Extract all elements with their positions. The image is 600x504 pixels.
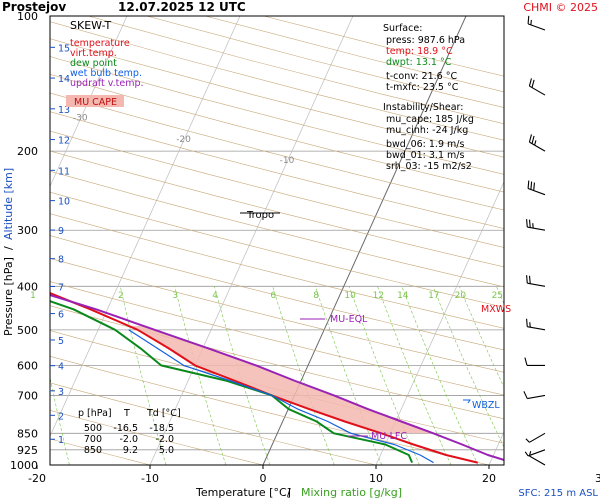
- mu-cinh-value: mu_cinh: -24 J/kg: [386, 125, 468, 136]
- barb-flag: [530, 276, 531, 284]
- level-table: p [hPa] T Td [°C] 500 -16.5 -18.5 700 -2…: [78, 408, 181, 456]
- table-cell: 500: [84, 423, 102, 434]
- mu-lfc-label: MU-LFC: [371, 431, 407, 442]
- instability-title: Instability/Shear:: [383, 102, 463, 113]
- altitude-tick-label: 3: [58, 387, 64, 398]
- surface-temp: temp: 18.9 °C: [386, 46, 453, 57]
- x-tick-label: -10: [141, 472, 159, 485]
- bwd-06-value: bwd_06: 1.9 m/s: [386, 139, 464, 150]
- altitude-tick-label: 1: [58, 435, 64, 446]
- altitude-tick-label: 9: [58, 226, 64, 237]
- station-name: Prostejov: [2, 0, 66, 14]
- surface-dwpt: dwpt: 13.1 °C: [386, 57, 452, 68]
- table-cell: -2.0: [155, 434, 174, 445]
- datetime: 12.07.2025 12 UTC: [118, 0, 246, 14]
- barb-flag: [534, 183, 535, 191]
- altitude-tick-label: 11: [58, 166, 70, 177]
- mixing-ratio-label: 10: [344, 291, 356, 301]
- altitude-tick-label: 6: [58, 310, 64, 321]
- pressure-tick-label: 300: [17, 224, 38, 237]
- barb-flag: [530, 220, 531, 228]
- x-tick-label: 10: [369, 472, 383, 485]
- table-cell: 9.2: [123, 445, 138, 456]
- altitude-tick-label: 8: [58, 255, 64, 266]
- y-axis-title-altitude: Altitude [km]: [2, 168, 15, 240]
- mu-cape-label: MU CAPE: [74, 97, 117, 108]
- pressure-tick-label: 1000: [10, 459, 38, 472]
- altitude-tick-label: 12: [58, 136, 70, 147]
- y-axis-title: Pressure [hPa]: [2, 257, 15, 336]
- bwd-01-value: bwd_01: 3.1 m/s: [386, 150, 464, 161]
- table-cell: -16.5: [113, 423, 138, 434]
- surface-tmxfc: t-mxfc: 23.5 °C: [386, 82, 459, 93]
- wbzl-label: WBZL: [472, 400, 500, 411]
- barb-flag: [527, 219, 528, 227]
- surface-tconv: t-conv: 21.6 °C: [386, 71, 457, 82]
- altitude-tick-label: 4: [58, 362, 64, 373]
- barb-flag: [527, 319, 528, 327]
- barb-flag: [527, 275, 528, 283]
- table-header-p: p [hPa]: [78, 408, 112, 419]
- mixing-ratio-label: 20: [455, 291, 467, 301]
- tropo-label: Tropo: [246, 210, 274, 221]
- x-tick-label: -20: [28, 472, 46, 485]
- pressure-tick-label: 500: [17, 324, 38, 337]
- mixing-ratio-label: 2: [118, 291, 124, 301]
- barb-flag: [531, 182, 532, 190]
- mixing-ratio-label: 17: [428, 291, 439, 301]
- mixing-ratio-label: 3: [172, 291, 178, 301]
- barb-flag: [528, 181, 529, 189]
- altitude-tick-label: 7: [58, 283, 64, 294]
- pressure-tick-label: 400: [17, 280, 38, 293]
- y-axis-title-separator: /: [2, 246, 15, 250]
- mixing-ratio-label: 4: [212, 291, 218, 301]
- legend-title: SKEW-T: [70, 19, 112, 32]
- table-cell: 700: [84, 434, 102, 445]
- mixing-ratio-label: 12: [373, 291, 384, 301]
- mxws-label: MXWS: [481, 304, 511, 315]
- altitude-tick-label: 5: [58, 336, 64, 347]
- mu-cape-value: mu_cape: 185 J/kg: [386, 114, 474, 125]
- barb-flag: [528, 16, 529, 24]
- table-cell: 850: [84, 445, 102, 456]
- altitude-tick-label: 14: [58, 74, 70, 85]
- table-header-td: Td [°C]: [146, 408, 181, 419]
- isotherm-label: -10: [280, 156, 295, 166]
- x-axis-title-mixing: Mixing ratio [g/kg]: [301, 486, 402, 499]
- altitude-tick-label: 2: [58, 411, 64, 422]
- legend-updraft: updraft v.temp.: [70, 78, 144, 89]
- credit: CHMI © 2025: [523, 1, 598, 14]
- pressure-tick-label: 850: [17, 427, 38, 440]
- table-header-t: T: [123, 408, 130, 419]
- pressure-tick-label: 925: [17, 444, 38, 457]
- pressure-tick-label: 200: [17, 145, 38, 158]
- mixing-ratio-label: 25: [492, 291, 503, 301]
- mixing-ratio-label: 8: [313, 291, 319, 301]
- isotherm-label: -30: [73, 114, 88, 124]
- table-cell: 5.0: [159, 445, 174, 456]
- sfc-label: SFC: 215 m ASL: [518, 488, 598, 499]
- mixing-ratio-label: 14: [397, 291, 409, 301]
- axis-title-separator: /: [287, 486, 291, 499]
- surface-press: press: 987.6 hPa: [386, 35, 465, 46]
- x-tick-label: 30: [595, 472, 600, 485]
- table-cell: -2.0: [119, 434, 138, 445]
- srh-03-value: srh_03: -15 m2/s2: [386, 161, 472, 172]
- mu-eql-label: MU-EQL: [330, 314, 368, 325]
- altitude-tick-label: 10: [58, 197, 70, 208]
- x-axis-title: Temperature [°C]: [195, 486, 291, 499]
- surface-title: Surface:: [383, 23, 422, 34]
- pressure-tick-label: 600: [17, 359, 38, 372]
- x-tick-label: 0: [260, 472, 267, 485]
- pressure-tick-label: 700: [17, 389, 38, 402]
- x-tick-label: 20: [482, 472, 496, 485]
- mixing-ratio-label: 6: [270, 291, 276, 301]
- altitude-tick-label: 15: [58, 43, 70, 54]
- table-cell: -18.5: [149, 423, 174, 434]
- isotherm-label: -20: [176, 135, 191, 145]
